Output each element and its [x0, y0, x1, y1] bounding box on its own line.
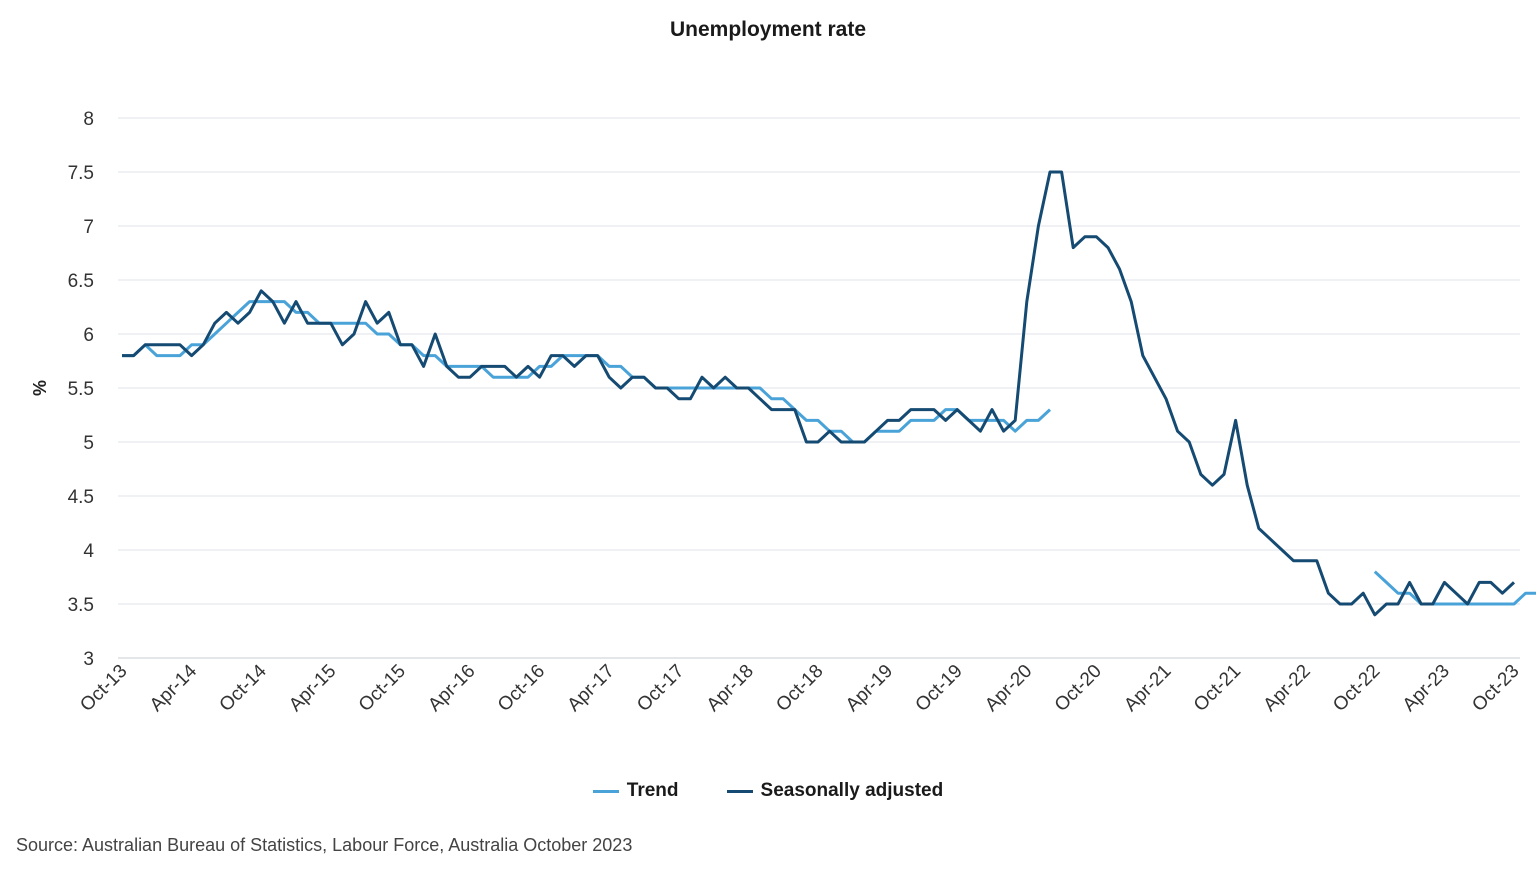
y-tick-label: 8: [83, 109, 94, 130]
legend-item-seasonally-adjusted[interactable]: Seasonally adjusted: [726, 780, 944, 802]
grid-layer: [118, 117, 1520, 659]
y-tick-label: 6.5: [68, 271, 94, 292]
seasonally-adjusted-swatch-icon: [726, 789, 753, 793]
x-tick-label: Oct-14: [216, 660, 271, 715]
y-tick-label: 3.5: [68, 595, 94, 616]
trend-series-line[interactable]: [122, 300, 1052, 444]
x-tick-label: Apr-14: [146, 660, 201, 715]
x-tick-label: Oct-17: [633, 661, 688, 716]
y-tick-label: 6: [83, 325, 94, 346]
y-tick-label: 4.5: [68, 487, 94, 508]
y-tick-label: 7.5: [68, 163, 94, 184]
x-tick-labels: Oct-13 Apr-14 Oct-14 Apr-15 Oct-15 Apr-16 Oct-…: [76, 660, 1523, 715]
trend-series-line[interactable]: [1373, 570, 1536, 606]
x-tick-label: Apr-21: [1120, 661, 1175, 716]
x-tick-label: Oct-23: [1468, 661, 1523, 716]
x-tick-label: Oct-22: [1329, 661, 1384, 716]
legend-item-trend[interactable]: Trend: [592, 780, 679, 802]
x-tick-label: Oct-21: [1190, 661, 1245, 716]
legend-label-trend: Trend: [626, 780, 679, 801]
source-note: Source: Australian Bureau of Statistics,…: [16, 835, 633, 855]
y-tick-label: 7: [83, 217, 94, 238]
x-tick-label: Oct-16: [494, 661, 549, 716]
x-tick-label: Apr-16: [424, 661, 479, 716]
legend-label-seasonally-adjusted: Seasonally adjusted: [760, 780, 944, 801]
y-axis-label: %: [30, 380, 50, 396]
x-tick-label: Apr-20: [981, 661, 1036, 716]
x-tick-label: Oct-18: [772, 661, 827, 716]
y-tick-label: 5.5: [68, 379, 94, 400]
y-tick-labels: 8 7.5 7 6.5 6 5.5 5 4.5 4 3.5 3: [68, 109, 95, 670]
x-tick-label: Oct-19: [912, 661, 967, 716]
x-tick-label: Apr-19: [842, 661, 897, 716]
x-tick-label: Apr-17: [564, 661, 619, 716]
trend-swatch-icon: [592, 789, 619, 793]
chart-title: Unemployment rate: [669, 18, 867, 41]
y-tick-label: 4: [83, 541, 94, 562]
x-tick-label: Oct-20: [1051, 661, 1106, 716]
y-tick-label: 5: [83, 433, 94, 454]
seasonally-adjusted-series-line[interactable]: [122, 170, 1516, 617]
x-tick-label: Apr-22: [1260, 661, 1315, 716]
legend: Trend Seasonally adjusted: [0, 780, 1536, 802]
x-tick-label: Apr-23: [1399, 661, 1454, 716]
x-tick-label: Apr-15: [285, 661, 340, 716]
series-layer: [122, 170, 1536, 617]
x-tick-label: Apr-18: [703, 661, 758, 716]
y-tick-label: 3: [83, 649, 94, 670]
x-tick-label: Oct-15: [355, 661, 410, 716]
